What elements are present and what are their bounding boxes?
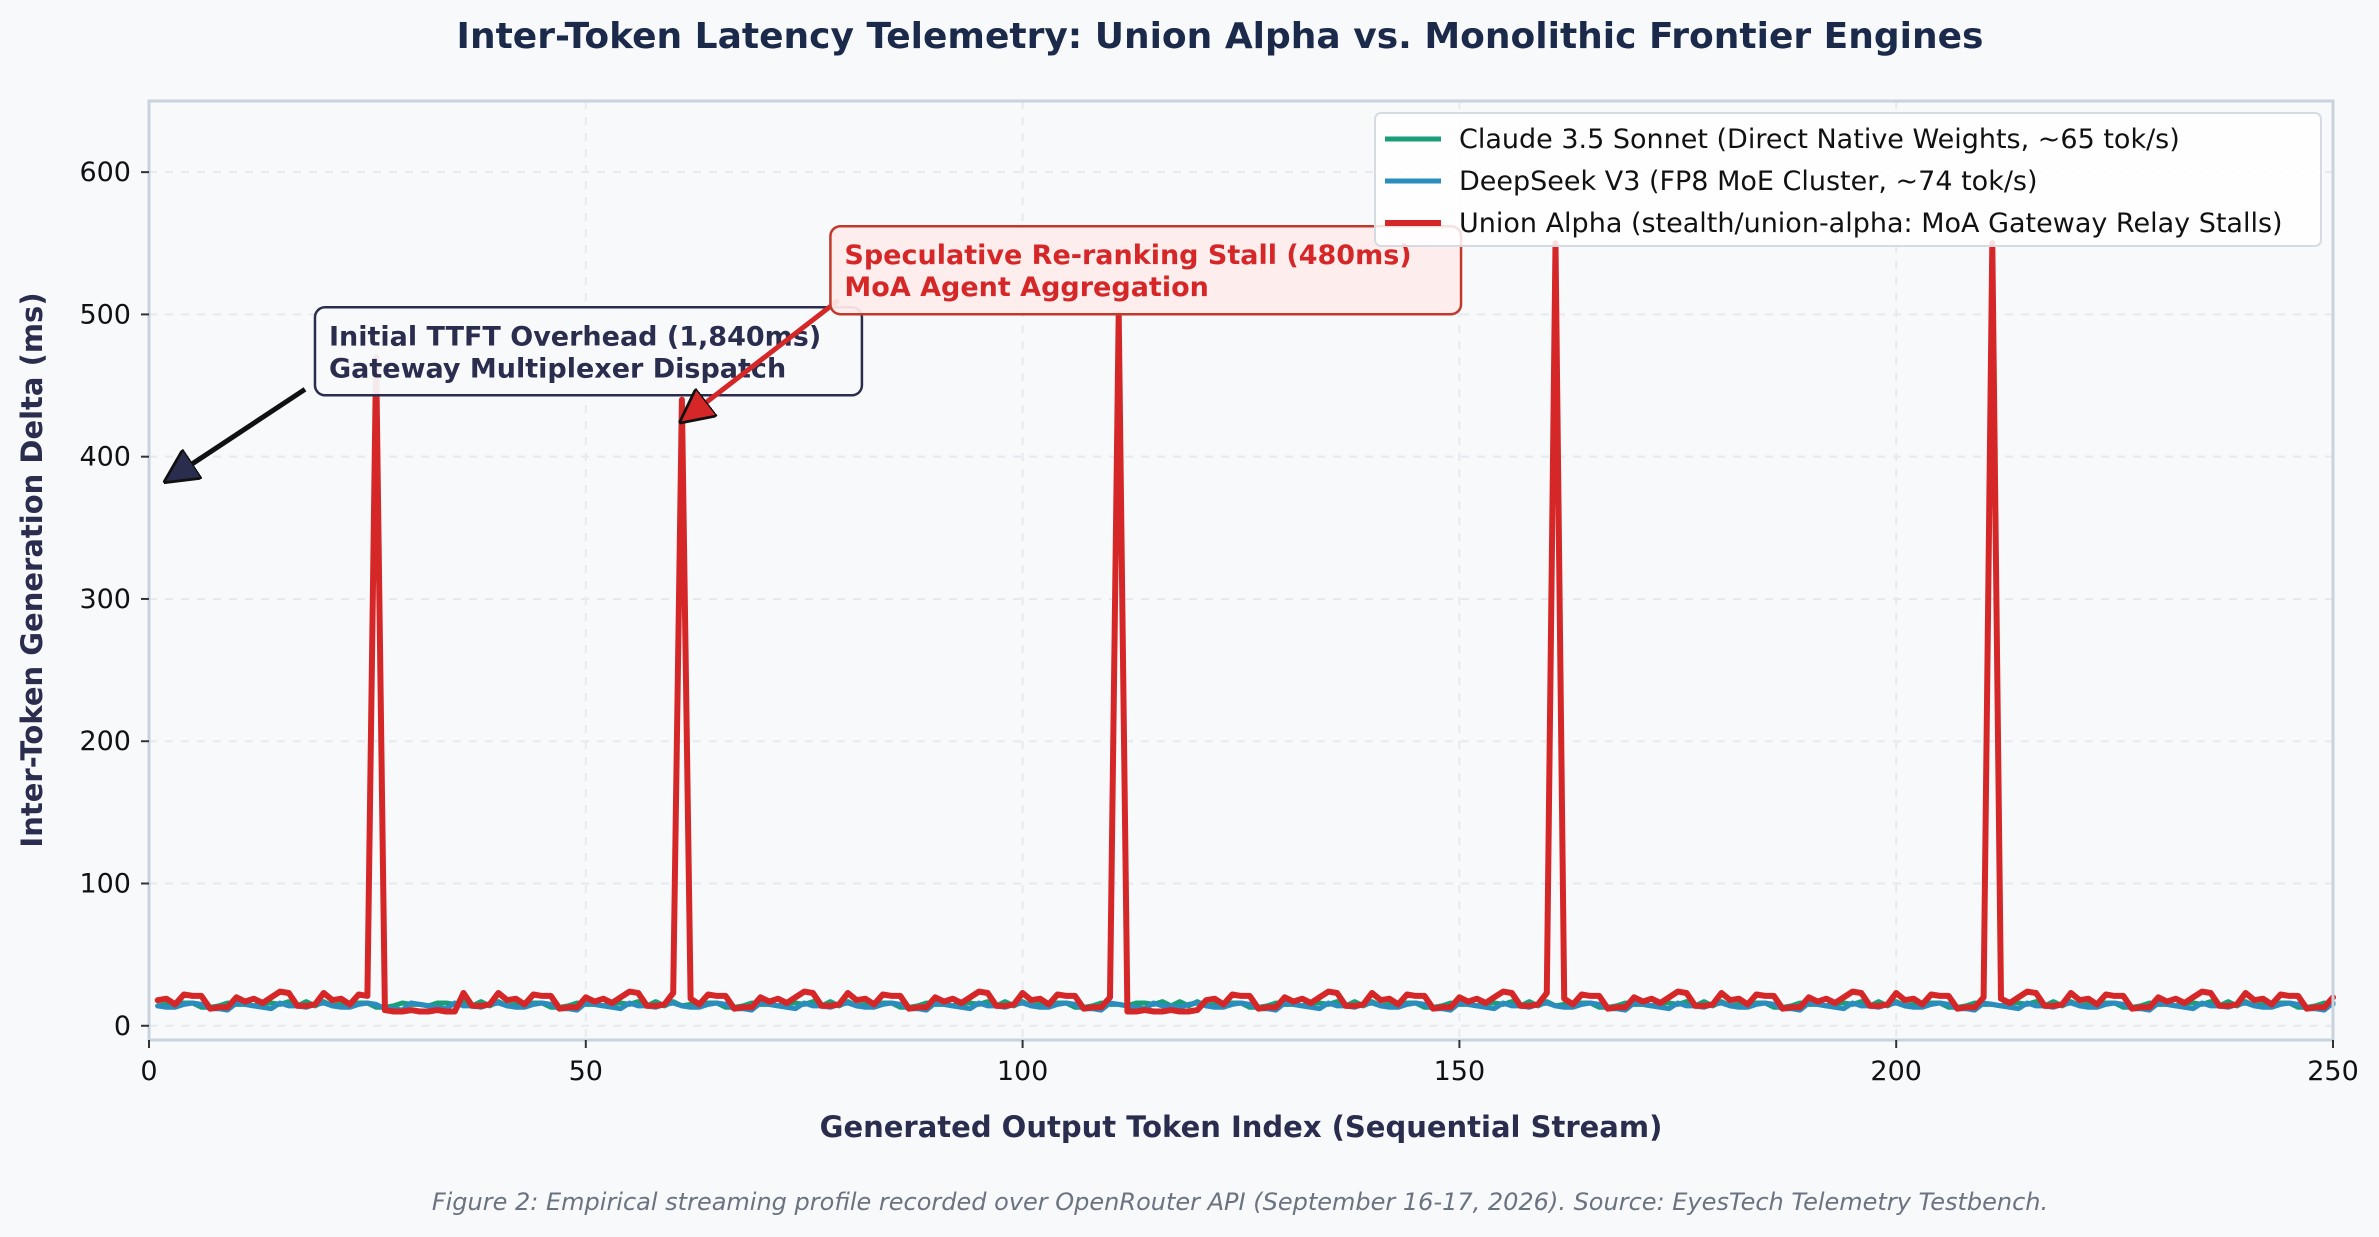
annotation-box	[829, 224, 1463, 316]
x-axis-label: Generated Output Token Index (Sequential…	[820, 1110, 1663, 1144]
x-tick-label: 50	[569, 1056, 603, 1087]
y-tick-label: 0	[114, 1011, 131, 1042]
y-tick-label: 600	[79, 157, 131, 188]
annotation-2: Speculative Re-ranking Stall (480ms)MoA …	[682, 224, 1463, 421]
y-tick-label: 200	[79, 726, 131, 757]
annotation-1: Initial TTFT Overhead (1,840ms)Gateway M…	[166, 306, 864, 481]
chart-title: Inter-Token Latency Telemetry: Union Alp…	[457, 16, 1984, 57]
figure-caption: Figure 2: Empirical streaming profile re…	[432, 1188, 2048, 1216]
plot-frame	[147, 99, 2335, 1042]
legend-label: Claude 3.5 Sonnet (Direct Native Weights…	[1459, 124, 2180, 155]
y-tick-label: 400	[79, 442, 131, 473]
annotation-text: Initial TTFT Overhead (1,840ms)	[329, 321, 821, 352]
y-tick-label: 500	[79, 299, 131, 330]
annotation-text: Gateway Multiplexer Dispatch	[329, 353, 786, 384]
legend-label: DeepSeek V3 (FP8 MoE Cluster, ~74 tok/s)	[1459, 166, 2038, 197]
x-tick-label: 250	[2307, 1056, 2359, 1087]
annotation-arrow	[682, 298, 840, 421]
y-axis-label: Inter-Token Generation Delta (ms)	[15, 292, 49, 847]
y-tick-label: 300	[79, 584, 131, 615]
series-layer	[154, 240, 2336, 1015]
annotation-text: Speculative Re-ranking Stall (480ms)	[844, 240, 1411, 271]
series-line-union	[154, 240, 2336, 1015]
annotation-layer: Initial TTFT Overhead (1,840ms)Gateway M…	[166, 224, 1463, 481]
x-tick-label: 150	[1434, 1056, 1486, 1087]
x-axis-ticks: 0 50 100 150 200 250	[140, 1040, 2359, 1087]
annotation-box	[313, 306, 864, 397]
annotation-arrow	[166, 387, 307, 481]
y-tick-label: 100	[79, 869, 131, 900]
y-axis-ticks: 0 100 200 300 400 500 600	[79, 157, 149, 1042]
legend-box	[1374, 112, 2322, 247]
x-tick-label: 200	[1870, 1056, 1922, 1087]
x-tick-label: 0	[140, 1056, 157, 1087]
legend-label: Union Alpha (stealth/union-alpha: MoA Ga…	[1459, 208, 2283, 239]
x-tick-label: 100	[997, 1056, 1049, 1087]
legend: Claude 3.5 Sonnet (Direct Native Weights…	[1374, 112, 2322, 247]
annotation-text: MoA Agent Aggregation	[844, 272, 1208, 303]
